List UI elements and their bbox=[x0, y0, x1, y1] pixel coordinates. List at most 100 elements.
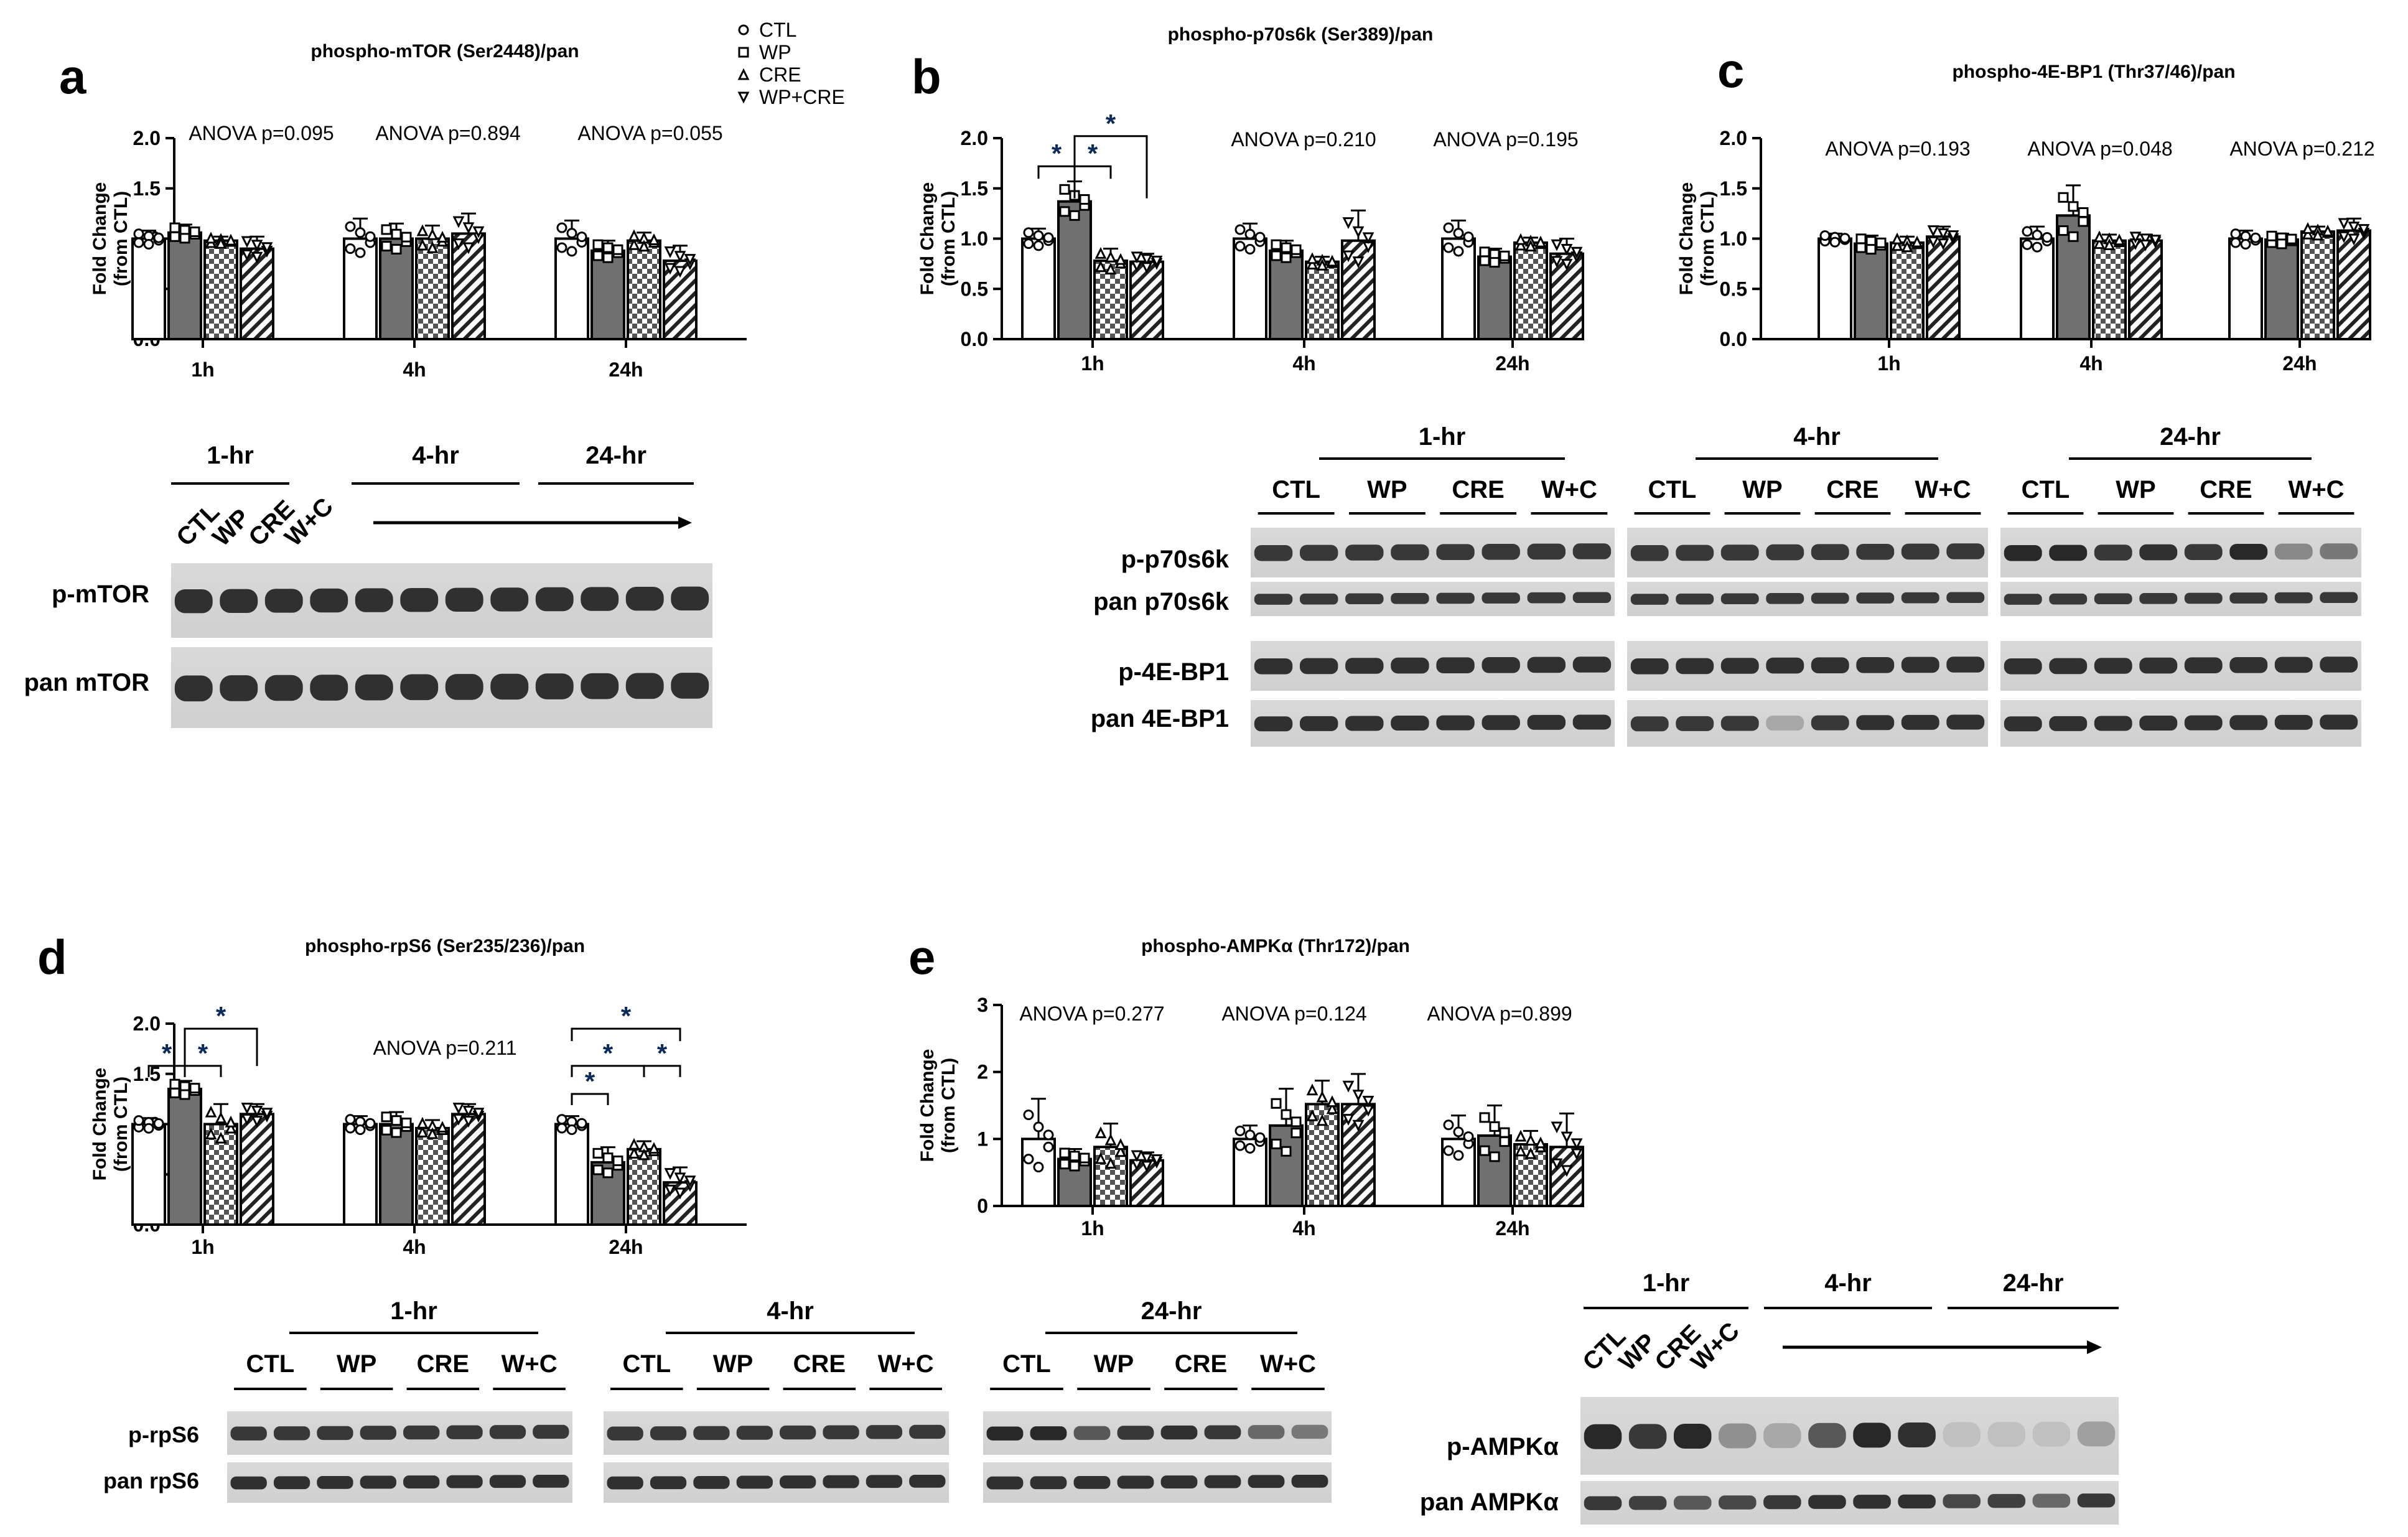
bar-wp-cre bbox=[240, 1113, 274, 1226]
point-triangle-down bbox=[1937, 238, 1949, 250]
point-circle bbox=[1244, 1129, 1256, 1141]
blot-bc-4ebp1-band bbox=[1436, 657, 1475, 673]
point-square bbox=[1489, 1151, 1500, 1162]
point-square bbox=[391, 228, 402, 240]
anova-annotation: ANOVA p=0.195 bbox=[1433, 128, 1578, 151]
blot-bc-4ebp1-band bbox=[1811, 657, 1849, 673]
point-circle bbox=[153, 232, 164, 243]
significance-star: * bbox=[198, 1039, 208, 1068]
blot-e-arrow-head bbox=[2087, 1340, 2102, 1354]
point-triangle bbox=[1514, 238, 1527, 251]
point-triangle bbox=[2093, 230, 2106, 243]
blot-e-pan-band bbox=[1808, 1495, 1846, 1509]
point-triangle-down bbox=[2139, 240, 2152, 251]
blot-bc-pan70-band bbox=[2184, 592, 2223, 604]
point-square bbox=[1479, 246, 1490, 258]
point-square bbox=[1271, 1138, 1282, 1149]
point-circle bbox=[1244, 243, 1256, 255]
anova-annotation: ANOVA p=0.095 bbox=[189, 122, 334, 144]
blot-a-pan-background bbox=[171, 647, 712, 728]
point-circle bbox=[1244, 1142, 1256, 1154]
blot-d-lane-label: CRE bbox=[1175, 1350, 1227, 1378]
point-triangle-down bbox=[1141, 1161, 1153, 1173]
point-triangle bbox=[1316, 1114, 1328, 1126]
point-square bbox=[1059, 1159, 1070, 1170]
point-triangle bbox=[1514, 1144, 1527, 1157]
point-circle bbox=[1254, 231, 1266, 243]
blot-bc-lane-label: CTL bbox=[1648, 476, 1697, 503]
point-triangle-down bbox=[472, 1108, 485, 1120]
point-square bbox=[1855, 242, 1867, 253]
point-circle bbox=[1234, 1140, 1246, 1151]
point-triangle bbox=[628, 229, 640, 241]
anova-annotation: ANOVA p=0.048 bbox=[2027, 138, 2172, 160]
point-triangle-down bbox=[452, 1103, 465, 1115]
point-circle bbox=[1234, 241, 1246, 252]
blot-a-pan-band bbox=[535, 673, 574, 699]
blot-d-phospho-band bbox=[533, 1424, 569, 1439]
blot-a-pan-band bbox=[671, 673, 709, 699]
blot-e-phospho-band bbox=[1808, 1423, 1846, 1448]
blot-a-pan-band bbox=[310, 675, 348, 701]
point-triangle bbox=[1534, 1136, 1547, 1149]
blot-bc-row-label: pan 4E-BP1 bbox=[1091, 705, 1229, 732]
blot-bc-pan4e-band bbox=[1254, 716, 1293, 732]
blot-bc-pan4e-band bbox=[2274, 714, 2313, 730]
point-circle bbox=[1453, 1126, 1464, 1138]
bar-ctl bbox=[131, 237, 166, 340]
blot-d-phospho-band bbox=[780, 1425, 816, 1440]
blot-a-arrow-head bbox=[678, 516, 692, 529]
point-square bbox=[1479, 255, 1490, 266]
point-circle bbox=[1043, 232, 1054, 243]
blot-e-phospho-band bbox=[1628, 1424, 1667, 1449]
blot-bc-time-label: 4-hr bbox=[1793, 423, 1841, 451]
blot-bc-p70-band bbox=[2274, 543, 2313, 560]
point-square bbox=[1499, 1136, 1510, 1147]
blot-bc-p70-band bbox=[2320, 543, 2358, 559]
y-tick-label: 1.0 bbox=[1720, 228, 1747, 250]
point-triangle-down bbox=[674, 266, 686, 278]
point-square bbox=[1059, 206, 1070, 217]
bar-cre bbox=[415, 237, 450, 340]
blot-bc-4ebp1-band bbox=[1345, 658, 1384, 674]
point-triangle-down bbox=[1362, 232, 1374, 245]
blot-d-phospho-band bbox=[1117, 1426, 1154, 1440]
point-circle bbox=[1463, 1131, 1474, 1142]
point-square bbox=[2276, 238, 2287, 250]
point-circle bbox=[566, 228, 577, 239]
blot-bc-pan4e-band bbox=[2004, 716, 2042, 732]
point-circle bbox=[1023, 227, 1034, 238]
bar-wp bbox=[590, 249, 625, 340]
blot-e-pan-band bbox=[1987, 1493, 2026, 1508]
point-circle bbox=[2230, 237, 2241, 248]
blot-bc-pan4e-band bbox=[2094, 716, 2132, 731]
chart-title: phospho-p70s6k (Ser389)/pan bbox=[1168, 24, 1434, 45]
blot-e-pan-band bbox=[1853, 1495, 1891, 1509]
blot-e-pan-band bbox=[2032, 1493, 2071, 1508]
blot-d-time-label: 24-hr bbox=[1141, 1297, 1202, 1325]
blot-bc-4ebp1-band bbox=[1630, 658, 1669, 675]
point-square bbox=[1079, 1152, 1090, 1164]
blot-d-pan-band bbox=[273, 1476, 310, 1490]
blot-bc-4ebp1-band bbox=[1572, 656, 1612, 673]
blot-bc-time-label: 1-hr bbox=[1419, 423, 1466, 451]
point-triangle bbox=[1901, 240, 1913, 253]
x-tick-label: 24h bbox=[609, 358, 643, 381]
blot-bc-pan70-band bbox=[2049, 593, 2088, 605]
blot-bc-pan70-band bbox=[2274, 592, 2313, 604]
blot-a-pan-band bbox=[264, 675, 303, 701]
point-circle bbox=[355, 1124, 366, 1136]
point-triangle-down bbox=[2129, 231, 2142, 244]
point-square bbox=[1865, 244, 1877, 255]
blot-d-pan-band bbox=[909, 1474, 946, 1488]
point-circle bbox=[153, 1118, 164, 1129]
blot-a-phospho-band bbox=[535, 587, 574, 612]
point-triangle bbox=[225, 1121, 237, 1134]
point-triangle-down bbox=[664, 1184, 676, 1197]
blot-d-lane-label: W+C bbox=[502, 1350, 558, 1378]
point-triangle-down bbox=[1150, 255, 1163, 268]
point-triangle-down bbox=[251, 251, 263, 264]
significance-bracket bbox=[184, 1065, 222, 1077]
blot-bc-lane-label: CRE bbox=[1452, 476, 1504, 503]
